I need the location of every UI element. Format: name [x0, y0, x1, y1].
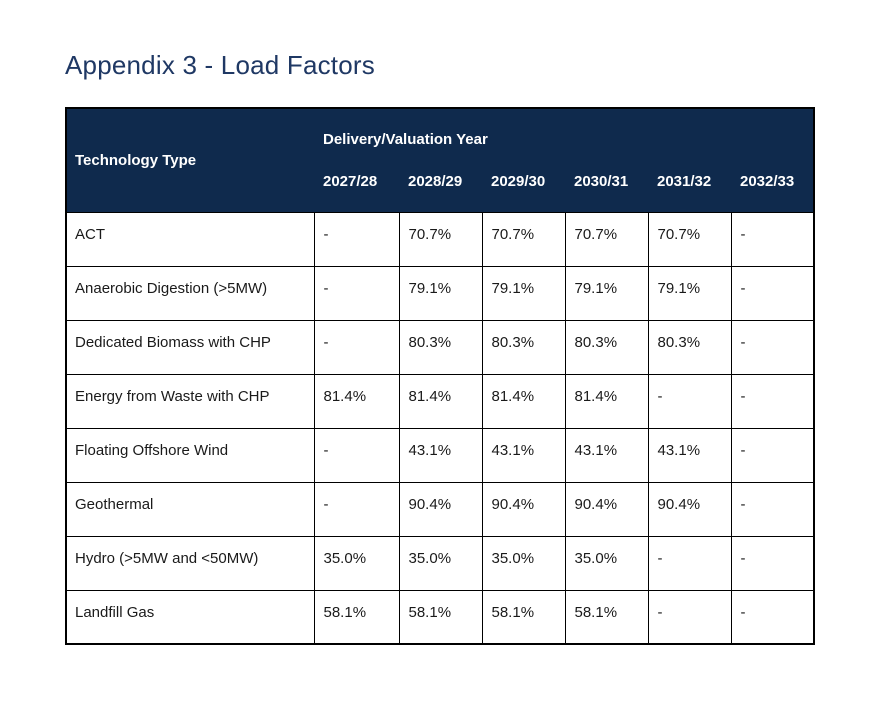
- load-factor-cell: 35.0%: [398, 535, 483, 591]
- load-factor-cell: 70.7%: [564, 211, 649, 267]
- load-factor-cell: -: [730, 373, 815, 429]
- load-factor-cell: -: [730, 319, 815, 375]
- load-factor-cell: -: [647, 589, 732, 645]
- load-factor-cell: 90.4%: [564, 481, 649, 537]
- load-factor-cell: -: [313, 211, 400, 267]
- load-factors-table: Technology Type Delivery/Valuation Year …: [65, 107, 816, 645]
- load-factor-cell: 79.1%: [647, 265, 732, 321]
- load-factor-cell: -: [313, 319, 400, 375]
- table-row-landfill-gas: Landfill Gas 58.1% 58.1% 58.1% 58.1% - -: [65, 589, 815, 645]
- column-header-year-2031-32: 2031/32: [648, 160, 731, 212]
- load-factor-cell: 43.1%: [564, 427, 649, 483]
- technology-name: Floating Offshore Wind: [65, 427, 315, 483]
- column-header-year-2029-30: 2029/30: [482, 160, 565, 212]
- load-factor-cell: 81.4%: [564, 373, 649, 429]
- load-factor-cell: 35.0%: [564, 535, 649, 591]
- load-factor-cell: 43.1%: [647, 427, 732, 483]
- column-group-header-delivery-valuation-year: Delivery/Valuation Year: [314, 108, 815, 160]
- column-header-year-2030-31: 2030/31: [565, 160, 648, 212]
- technology-name: Geothermal: [65, 481, 315, 537]
- load-factor-cell: 80.3%: [647, 319, 732, 375]
- page-title: Appendix 3 - Load Factors: [65, 50, 375, 80]
- load-factor-cell: 81.4%: [481, 373, 566, 429]
- load-factor-cell: 58.1%: [481, 589, 566, 645]
- load-factor-cell: 90.4%: [647, 481, 732, 537]
- load-factor-cell: 58.1%: [313, 589, 400, 645]
- load-factor-cell: 81.4%: [398, 373, 483, 429]
- load-factor-cell: 79.1%: [398, 265, 483, 321]
- column-header-year-2032-33: 2032/33: [731, 160, 815, 212]
- load-factor-cell: 58.1%: [564, 589, 649, 645]
- load-factor-cell: -: [313, 481, 400, 537]
- load-factor-cell: -: [730, 211, 815, 267]
- group-header-row: Technology Type Delivery/Valuation Year: [66, 108, 815, 212]
- technology-name: Landfill Gas: [65, 589, 315, 645]
- table-row-geothermal: Geothermal - 90.4% 90.4% 90.4% 90.4% -: [65, 481, 815, 537]
- load-factor-cell: -: [730, 535, 815, 591]
- table-row-act: ACT - 70.7% 70.7% 70.7% 70.7% -: [65, 211, 815, 267]
- load-factor-cell: 79.1%: [564, 265, 649, 321]
- column-header-year-2028-29: 2028/29: [399, 160, 482, 212]
- load-factor-cell: 79.1%: [481, 265, 566, 321]
- load-factor-cell: 81.4%: [313, 373, 400, 429]
- technology-name: ACT: [65, 211, 315, 267]
- table-header: Technology Type Delivery/Valuation Year …: [66, 108, 815, 212]
- load-factor-cell: 90.4%: [481, 481, 566, 537]
- technology-name: Anaerobic Digestion (>5MW): [65, 265, 315, 321]
- table-row-energy-from-waste-chp: Energy from Waste with CHP 81.4% 81.4% 8…: [65, 373, 815, 429]
- column-header-technology-type: Technology Type: [66, 108, 314, 212]
- load-factor-cell: 35.0%: [313, 535, 400, 591]
- load-factor-cell: 90.4%: [398, 481, 483, 537]
- table-row-hydro: Hydro (>5MW and <50MW) 35.0% 35.0% 35.0%…: [65, 535, 815, 591]
- load-factor-cell: 35.0%: [481, 535, 566, 591]
- table-row-floating-offshore-wind: Floating Offshore Wind - 43.1% 43.1% 43.…: [65, 427, 815, 483]
- load-factor-cell: -: [730, 265, 815, 321]
- page-content: Appendix 3 - Load Factors Technology Typ…: [65, 50, 816, 645]
- table-row-anaerobic-digestion: Anaerobic Digestion (>5MW) - 79.1% 79.1%…: [65, 265, 815, 321]
- load-factor-cell: 58.1%: [398, 589, 483, 645]
- technology-name: Hydro (>5MW and <50MW): [65, 535, 315, 591]
- load-factor-cell: 70.7%: [647, 211, 732, 267]
- load-factor-cell: 80.3%: [398, 319, 483, 375]
- load-factor-cell: 70.7%: [398, 211, 483, 267]
- load-factor-cell: -: [313, 427, 400, 483]
- year-header-row: 2027/28 2028/29 2029/30 2030/31 2031/32 …: [66, 160, 815, 212]
- load-factor-cell: -: [313, 265, 400, 321]
- load-factor-cell: -: [730, 589, 815, 645]
- load-factor-cell: 80.3%: [564, 319, 649, 375]
- load-factor-cell: 80.3%: [481, 319, 566, 375]
- table-row-dedicated-biomass-chp: Dedicated Biomass with CHP - 80.3% 80.3%…: [65, 319, 815, 375]
- column-header-year-2027-28: 2027/28: [314, 160, 399, 212]
- technology-name: Energy from Waste with CHP: [65, 373, 315, 429]
- table-body: ACT - 70.7% 70.7% 70.7% 70.7% - Anaerobi…: [65, 211, 815, 645]
- load-factor-cell: 43.1%: [481, 427, 566, 483]
- load-factor-cell: -: [647, 535, 732, 591]
- load-factor-cell: -: [647, 373, 732, 429]
- load-factor-cell: -: [730, 481, 815, 537]
- load-factor-cell: -: [730, 427, 815, 483]
- technology-name: Dedicated Biomass with CHP: [65, 319, 315, 375]
- load-factor-cell: 43.1%: [398, 427, 483, 483]
- load-factor-cell: 70.7%: [481, 211, 566, 267]
